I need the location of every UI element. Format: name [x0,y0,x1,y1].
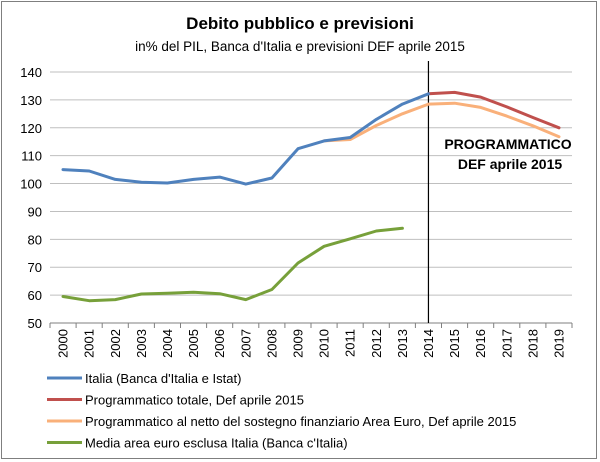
y-tick-label: 50 [28,316,42,331]
x-tick-label: 2002 [108,329,123,358]
legend-label: Programmatico totale, Def aprile 2015 [85,393,304,408]
y-tick-label: 80 [28,232,42,247]
y-tick-label: 110 [21,149,42,164]
x-tick-label: 2012 [369,329,384,358]
y-tick-label: 90 [28,204,42,219]
x-tick-label: 2007 [238,329,253,358]
x-axis-ticks: 2000 2001 2002 2003 2004 2005 2006 2007 2008 2009… [49,323,573,358]
x-tick-label: 2006 [212,329,227,358]
x-tick-label: 2018 [525,329,540,358]
y-tick-label: 100 [20,177,42,192]
x-tick-label: 2015 [447,329,462,358]
annotation-line-1: PROGRAMMATICO [444,136,571,152]
y-tick-label: 70 [28,260,42,275]
x-tick-label: 2010 [317,329,332,358]
chart-title: Debito pubblico e previsioni [186,14,414,33]
x-tick-label: 2011 [343,329,358,357]
x-tick-label: 2000 [56,329,71,358]
x-tick-label: 2016 [473,329,488,358]
legend-label: Programmatico al netto del sostegno fina… [85,414,516,429]
x-tick-label: 2013 [395,329,410,358]
y-tick-label: 120 [20,121,42,136]
legend-label: Media area euro esclusa Italia (Banca c'… [85,436,348,451]
series-line-0 [61,92,430,186]
x-tick-label: 2003 [134,329,149,358]
x-tick-label: 2017 [499,329,514,358]
x-tick-label: 2019 [551,329,566,358]
series-line-3 [61,226,404,303]
y-tick-label: 130 [20,93,42,108]
x-tick-label: 2009 [290,329,305,358]
series-line-2 [322,101,561,143]
x-tick-label: 2014 [421,329,436,358]
series-line-1 [427,90,561,130]
y-tick-label: 140 [20,65,42,80]
series-lines [61,90,561,303]
y-tick-label: 60 [28,288,42,303]
x-tick-label: 2004 [160,329,175,358]
x-tick-label: 2001 [82,329,97,358]
chart-subtitle: in% del PIL, Banca d'Italia e previsioni… [135,39,465,54]
annotation-line-2: DEF aprile 2015 [458,156,562,172]
x-tick-label: 2005 [186,329,201,358]
legend-label: Italia (Banca d'Italia e Istat) [85,371,241,386]
x-tick-label: 2008 [264,329,279,358]
legend: Italia (Banca d'Italia e Istat) Programma… [47,371,516,451]
grid-lines [50,71,572,324]
y-axis-ticks: 50 60 70 80 90 100 110 120 130 140 [20,65,42,331]
